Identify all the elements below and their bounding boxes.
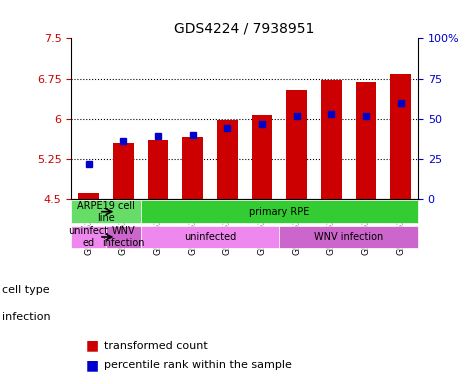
Text: WNV
infection: WNV infection — [102, 226, 144, 248]
FancyBboxPatch shape — [279, 226, 418, 248]
FancyBboxPatch shape — [141, 200, 418, 223]
Bar — [286, 90, 307, 199]
Text: percentile rank within the sample: percentile rank within the sample — [104, 360, 293, 370]
Bar — [390, 74, 411, 199]
Bar — [78, 193, 99, 199]
Text: uninfect
ed: uninfect ed — [68, 226, 109, 248]
Title: GDS4224 / 7938951: GDS4224 / 7938951 — [174, 22, 315, 36]
Bar — [356, 82, 376, 199]
Text: ARPE19 cell
line: ARPE19 cell line — [77, 201, 135, 222]
Bar — [148, 140, 168, 199]
FancyBboxPatch shape — [71, 200, 141, 223]
Bar — [182, 137, 203, 199]
Text: ■: ■ — [86, 339, 99, 353]
Bar — [217, 120, 238, 199]
FancyBboxPatch shape — [141, 226, 279, 248]
Text: uninfected: uninfected — [184, 232, 236, 242]
Bar — [321, 80, 342, 199]
Text: ■: ■ — [86, 358, 99, 372]
FancyBboxPatch shape — [71, 226, 106, 248]
Bar — [113, 143, 133, 199]
Text: primary RPE: primary RPE — [249, 207, 310, 217]
Text: WNV infection: WNV infection — [314, 232, 383, 242]
Text: infection: infection — [2, 312, 51, 322]
Text: cell type: cell type — [2, 285, 50, 295]
FancyBboxPatch shape — [106, 226, 141, 248]
Text: transformed count: transformed count — [104, 341, 208, 351]
Bar — [252, 115, 272, 199]
